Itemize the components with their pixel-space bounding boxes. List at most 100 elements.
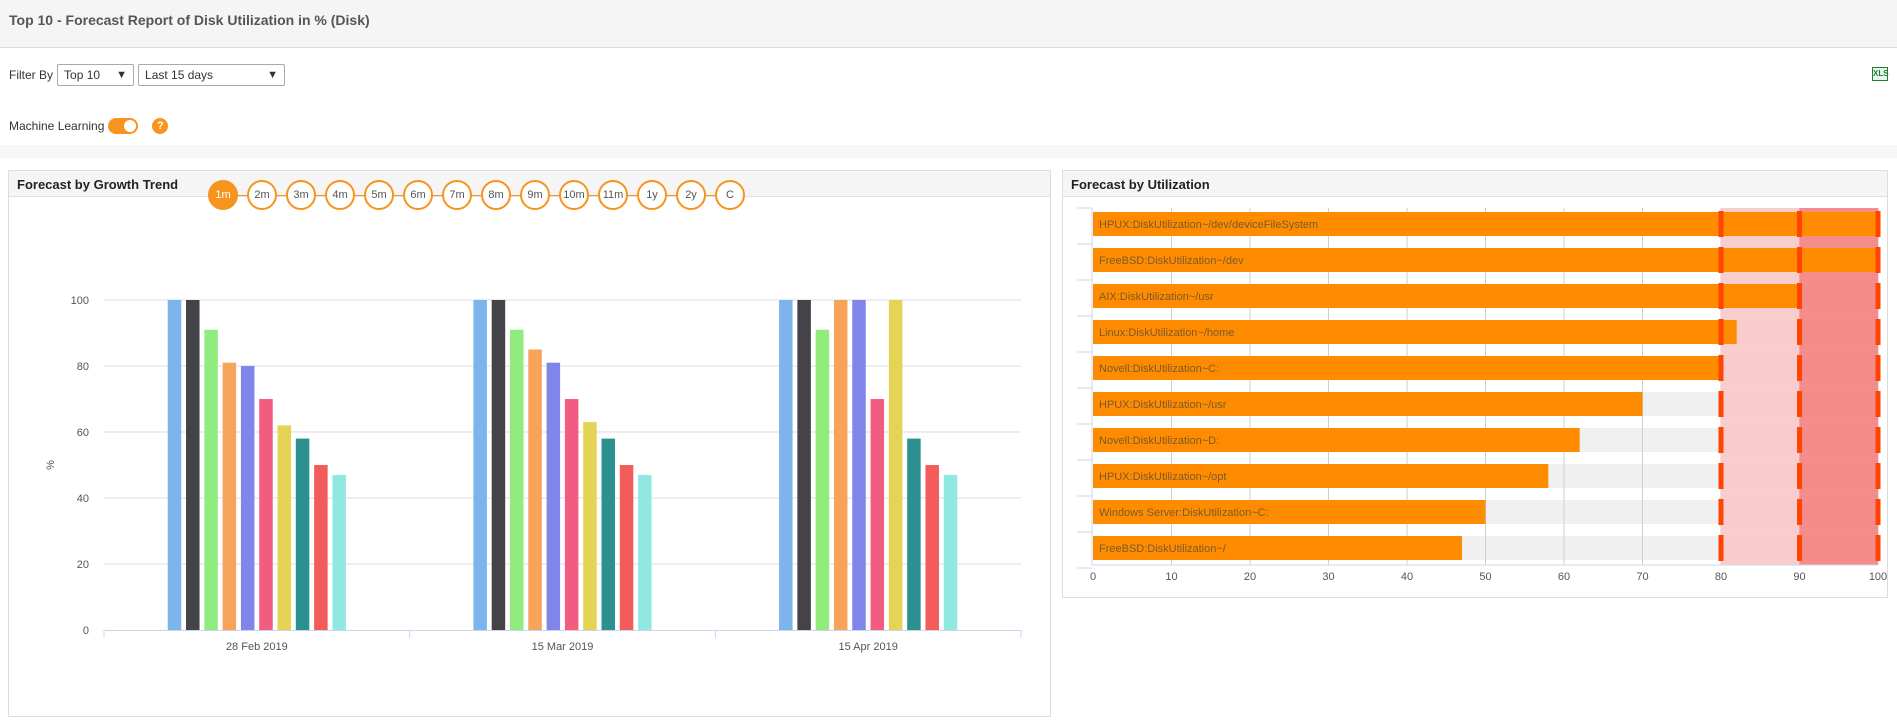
period-option-10m[interactable]: 10m [559,180,589,210]
threshold-marker [1718,283,1724,309]
threshold-marker [1875,247,1881,273]
threshold-marker [1718,391,1724,417]
threshold-marker [1797,463,1802,489]
page-title: Top 10 - Forecast Report of Disk Utiliza… [9,12,370,28]
threshold-marker [1718,535,1724,561]
growth-trend-chart: 0 20 40 60 80 100% 28 Feb 2019 15 Mar 2019 15 Ap… [45,295,1022,653]
period-option-9m[interactable]: 9m [520,180,550,210]
threshold-marker [1797,427,1802,453]
section-divider [0,145,1897,158]
period-option-7m[interactable]: 7m [442,180,472,210]
threshold-marker [1875,499,1881,525]
threshold-marker [1718,463,1724,489]
period-option-c[interactable]: C [715,180,745,210]
threshold-marker [1797,355,1802,381]
bar-category-label: HPUX:DiskUtilization~/dev/deviceFileSyst… [1099,219,1318,231]
bar [797,300,811,630]
period-option-5m[interactable]: 5m [364,180,394,210]
period-option-3m[interactable]: 3m [286,180,316,210]
period-connector [457,195,496,196]
period-option-1m[interactable]: 1m [208,180,238,210]
threshold-marker [1718,247,1724,273]
bar [943,474,958,630]
bar-category-label: Linux:DiskUtilization~/home [1099,327,1234,339]
x-tick-label: 10 [1165,571,1177,583]
bar-category-label: FreeBSD:DiskUtilization~/ [1099,543,1227,555]
y-tick-label: 40 [77,493,89,505]
period-connector [496,195,535,196]
period-connector [223,195,262,196]
filter-by-label: Filter By [9,68,54,82]
date-range-select[interactable]: Last 15 days ▼ [138,64,286,86]
bar-category-label: Novell:DiskUtilization~C: [1099,363,1219,375]
x-tick-label: 80 [1715,571,1727,583]
bar-category-label: AIX:DiskUtilization~/usr [1099,291,1214,303]
bar [583,422,597,630]
bar [1093,284,1800,308]
help-icon[interactable]: ? [152,118,169,134]
bar-category-label: HPUX:DiskUtilization~/usr [1099,399,1227,411]
toggle-knob [124,120,137,132]
y-tick-label: 80 [77,361,89,373]
bar [907,438,921,630]
bar [259,399,273,630]
period-connector [652,195,691,196]
bar [925,465,939,630]
bar [888,300,903,630]
excel-export-icon[interactable]: XLS [1872,67,1889,81]
top-n-select[interactable]: Top 10 ▼ [57,64,135,86]
period-connector [301,195,340,196]
period-connector [418,195,457,196]
bar [528,349,542,630]
threshold-marker [1797,247,1802,273]
bar-category-label: Novell:DiskUtilization~D: [1099,435,1219,447]
period-connector [613,195,652,196]
chevron-down-icon: ▼ [267,69,279,81]
machine-learning-toggle[interactable] [108,118,139,134]
period-option-2m[interactable]: 2m [247,180,277,210]
bar [833,300,848,630]
bar [1093,248,1878,272]
bar [815,329,830,630]
bar [1093,392,1643,416]
period-connector [379,195,418,196]
y-tick-label: 20 [77,559,89,571]
bar [277,425,292,630]
chevron-down-icon: ▼ [116,69,128,81]
period-option-6m[interactable]: 6m [403,180,433,210]
x-tick-label: 15 Mar 2019 [532,641,594,653]
x-tick-label: 20 [1244,571,1256,583]
period-connector [535,195,574,196]
period-option-2y[interactable]: 2y [676,180,706,210]
x-tick-label: 50 [1479,571,1491,583]
utilization-panel-title: Forecast by Utilization [1063,171,1887,197]
bar [619,465,634,630]
x-tick-label: 70 [1636,571,1648,583]
period-option-1y[interactable]: 1y [637,180,667,210]
y-tick-label: 100 [71,295,89,307]
utilization-chart: HPUX:DiskUtilization~/dev/deviceFileSyst… [1077,207,1887,583]
period-option-11m[interactable]: 11m [598,180,628,210]
period-option-8m[interactable]: 8m [481,180,511,210]
bar [167,300,182,630]
x-tick-label: 40 [1401,571,1413,583]
period-option-4m[interactable]: 4m [325,180,355,210]
threshold-marker [1797,319,1802,345]
bar-category-label: Windows Server:DiskUtilization~C: [1099,507,1269,519]
date-range-select-value: Last 15 days [145,68,214,82]
threshold-marker [1875,355,1881,381]
bar [473,300,487,630]
bar [1093,356,1721,380]
x-tick-label: 28 Feb 2019 [226,641,288,653]
threshold-marker [1875,283,1881,309]
bar [222,362,237,630]
threshold-marker [1797,535,1802,561]
x-tick-label: 15 Apr 2019 [838,641,897,653]
bar [601,438,615,630]
bar [779,300,793,630]
filter-bar: Filter By Top 10 ▼ Last 15 days ▼ [9,63,286,87]
period-connector [340,195,379,196]
bar [1093,428,1580,452]
bar [186,300,200,630]
top-n-select-value: Top 10 [64,68,101,82]
